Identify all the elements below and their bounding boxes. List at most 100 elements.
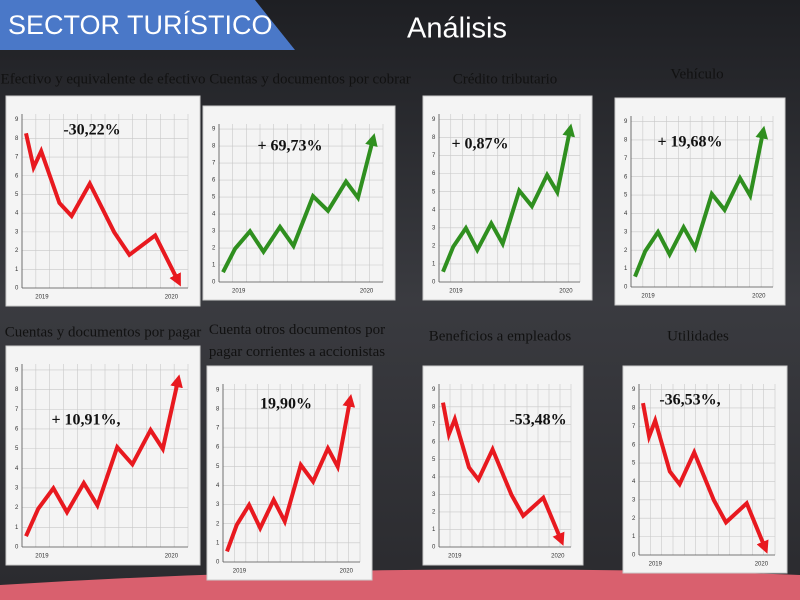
y-tick-label: 3 (632, 497, 636, 503)
y-tick-label: 5 (632, 461, 636, 467)
x-tick-label: 2019 (232, 289, 246, 295)
y-tick-label: 0 (212, 280, 216, 286)
y-tick-label: 2 (216, 521, 220, 527)
y-tick-label: 9 (212, 127, 216, 133)
panel-title: Vehículo (670, 66, 723, 82)
y-tick-label: 2 (15, 248, 19, 254)
change-label: -36,53%, (659, 392, 720, 409)
change-label: + 19,68% (657, 134, 722, 151)
x-tick-label: 2020 (165, 554, 179, 560)
panel: 0 1 2 3 4 5 6 7 8 9 2019 2020 Crédito tributario + 0,… (422, 71, 593, 301)
x-tick-label: 2019 (641, 294, 655, 300)
y-tick-label: 1 (212, 263, 216, 269)
y-tick-label: 1 (624, 266, 628, 272)
y-tick-label: 4 (15, 466, 19, 472)
y-tick-label: 9 (624, 119, 628, 125)
chart-box (614, 97, 786, 306)
y-tick-label: 7 (15, 407, 19, 413)
y-tick-label: 4 (212, 212, 216, 218)
change-label: 19,90% (260, 396, 312, 413)
y-tick-label: 6 (624, 174, 628, 180)
y-tick-label: 6 (432, 439, 436, 445)
y-tick-label: 1 (432, 262, 436, 268)
x-tick-label: 2019 (649, 562, 663, 568)
chart-box (202, 105, 396, 301)
x-tick-label: 2020 (755, 562, 769, 568)
y-tick-label: 9 (15, 117, 19, 123)
y-tick-label: 7 (432, 153, 436, 159)
x-tick-label: 2019 (35, 554, 49, 560)
x-tick-label: 2020 (559, 289, 573, 295)
panel-title: Utilidades (667, 328, 729, 344)
chart-box (5, 95, 201, 307)
y-tick-label: 2 (432, 243, 436, 249)
y-tick-label: 1 (216, 540, 220, 546)
y-tick-label: 7 (624, 156, 628, 162)
y-tick-label: 6 (632, 442, 636, 448)
chart-box (422, 95, 593, 301)
y-tick-label: 4 (624, 211, 628, 217)
x-tick-label: 2019 (233, 569, 247, 575)
y-tick-label: 5 (432, 457, 436, 463)
y-tick-label: 4 (15, 211, 19, 217)
y-tick-label: 3 (432, 492, 436, 498)
x-tick-label: 2020 (752, 294, 766, 300)
change-label: -30,22% (63, 122, 120, 139)
x-tick-label: 2019 (35, 295, 49, 301)
y-tick-label: 6 (15, 427, 19, 433)
y-tick-label: 4 (216, 483, 220, 489)
y-tick-label: 3 (15, 486, 19, 492)
x-tick-label: 2020 (551, 554, 565, 560)
y-tick-label: 8 (216, 406, 220, 412)
y-tick-label: 0 (432, 545, 436, 551)
y-tick-label: 5 (432, 189, 436, 195)
panel-title: Crédito tributario (453, 71, 558, 87)
y-tick-label: 0 (632, 553, 636, 559)
change-label: + 0,87% (451, 136, 508, 153)
y-tick-label: 9 (432, 387, 436, 393)
y-tick-label: 6 (216, 445, 220, 451)
y-tick-label: 9 (632, 387, 636, 393)
y-tick-label: 7 (15, 155, 19, 161)
x-tick-label: 2020 (360, 289, 374, 295)
trend-arrow (633, 125, 769, 278)
change-label: + 10,91%, (51, 412, 120, 429)
y-tick-label: 6 (15, 173, 19, 179)
header-subtitle: Análisis (407, 13, 507, 45)
y-tick-label: 8 (432, 135, 436, 141)
trend-arrow (441, 123, 575, 273)
change-label: -53,48% (509, 412, 566, 429)
y-tick-label: 2 (632, 516, 636, 522)
y-tick-label: 2 (432, 510, 436, 516)
y-tick-label: 2 (212, 246, 216, 252)
trend-arrow (225, 394, 356, 553)
panel: 0 1 2 3 4 5 6 7 8 9 2019 2020 Cuenta otros documento… (206, 322, 385, 581)
panel: 0 1 2 3 4 5 6 7 8 9 2019 2020 Cuentas y documentos p… (202, 71, 411, 301)
panel-title: Beneficios a empleados (429, 328, 572, 344)
y-tick-label: 9 (216, 387, 220, 393)
y-tick-label: 3 (624, 229, 628, 235)
y-tick-label: 9 (15, 367, 19, 373)
y-tick-label: 4 (432, 474, 436, 480)
panel-title: Efectivo y equivalente de efectivo (1, 71, 206, 87)
panel: 0 1 2 3 4 5 6 7 8 9 2019 2020 Vehículo + 19,68% (614, 66, 786, 306)
y-tick-label: 0 (15, 545, 19, 551)
trend-arrow (441, 402, 565, 546)
y-tick-label: 4 (632, 479, 636, 485)
trend-arrow (641, 402, 769, 554)
bottom-band (0, 569, 800, 600)
y-tick-label: 8 (632, 405, 636, 411)
y-tick-label: 7 (212, 161, 216, 167)
y-tick-label: 0 (15, 286, 19, 292)
change-label: + 69,73% (257, 138, 322, 155)
panel: 0 1 2 3 4 5 6 7 8 9 2019 2020 Efectivo y equivalente… (1, 71, 206, 307)
y-tick-label: 5 (212, 195, 216, 201)
y-tick-label: 5 (624, 193, 628, 199)
y-tick-label: 0 (216, 560, 220, 566)
panel-title: Cuentas y documentos por cobrar (209, 71, 411, 87)
y-tick-label: 5 (216, 464, 220, 470)
y-tick-label: 1 (632, 534, 636, 540)
x-tick-label: 2020 (165, 295, 179, 301)
x-tick-label: 2019 (449, 289, 463, 295)
y-tick-label: 0 (624, 285, 628, 291)
